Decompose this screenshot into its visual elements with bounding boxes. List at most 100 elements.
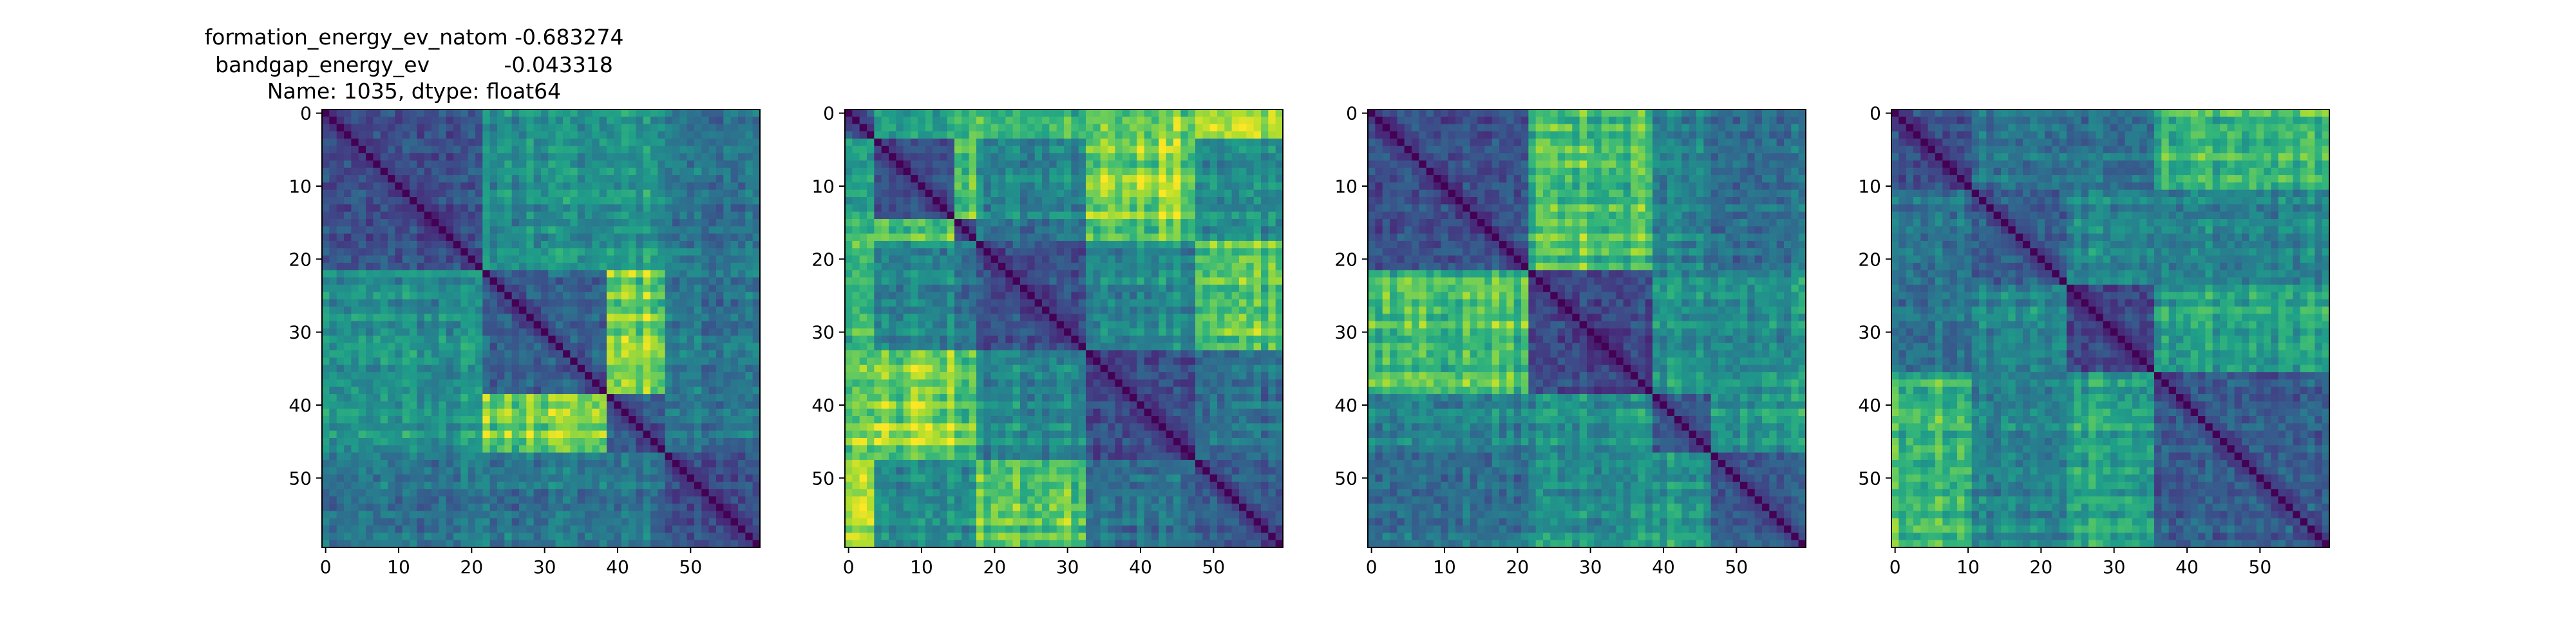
heatmap-cell: [614, 401, 622, 410]
heatmap-cell: [636, 270, 644, 278]
heatmap-cell: [497, 263, 505, 270]
heatmap-cell: [475, 526, 483, 533]
heatmap-cell: [845, 124, 853, 132]
heatmap-cell: [1027, 138, 1036, 147]
heatmap-cell: [607, 277, 614, 285]
heatmap-cell: [1100, 270, 1108, 278]
heatmap-cell: [629, 489, 636, 497]
heatmap-cell: [629, 255, 636, 263]
heatmap-cell: [723, 336, 732, 344]
heatmap-cell: [911, 124, 918, 132]
heatmap-cell: [410, 328, 417, 336]
x-tick-label: 40: [606, 556, 629, 578]
heatmap-cell: [745, 321, 753, 329]
heatmap-cell: [585, 299, 592, 307]
heatmap-cell: [511, 394, 520, 402]
heatmap-cell: [1224, 153, 1233, 161]
heatmap-cell: [555, 270, 564, 278]
heatmap-cell: [940, 226, 948, 234]
heatmap-cell: [730, 416, 739, 424]
heatmap-cell: [585, 372, 592, 380]
heatmap-cell: [431, 401, 439, 410]
heatmap-cell: [665, 540, 673, 548]
heatmap-cell: [629, 197, 636, 205]
heatmap-cell: [852, 175, 860, 183]
heatmap-cell: [679, 160, 688, 169]
heatmap-cell: [665, 328, 673, 336]
heatmap-cell: [424, 496, 432, 504]
heatmap-cell: [896, 131, 904, 139]
heatmap-cell: [563, 197, 571, 205]
heatmap-cell: [1042, 109, 1050, 117]
heatmap-cell: [621, 452, 629, 460]
heatmap-cell: [344, 160, 352, 169]
heatmap-cell: [687, 467, 695, 475]
heatmap-cell: [431, 241, 439, 249]
heatmap-cell: [738, 285, 746, 292]
heatmap-cell: [738, 394, 746, 402]
heatmap-cell: [679, 167, 688, 176]
heatmap-cell: [701, 430, 710, 439]
heatmap-cell: [599, 416, 607, 424]
heatmap-cell: [687, 124, 695, 132]
heatmap-cell: [555, 401, 564, 410]
heatmap-cell: [431, 526, 439, 533]
heatmap-cell: [621, 117, 629, 125]
heatmap-cell: [1086, 160, 1094, 169]
heatmap-cell: [694, 540, 702, 548]
heatmap-cell: [1224, 131, 1233, 139]
heatmap-cell: [351, 357, 359, 366]
heatmap-cell: [373, 504, 381, 511]
heatmap-cell: [358, 248, 366, 256]
heatmap-cell: [629, 328, 636, 336]
heatmap-cell: [563, 423, 571, 431]
heatmap-cell: [621, 504, 629, 511]
heatmap-cell: [701, 438, 710, 446]
heatmap-cell: [679, 365, 688, 373]
heatmap-cell: [489, 292, 498, 300]
heatmap-cell: [1180, 211, 1189, 220]
heatmap-cell: [874, 233, 882, 242]
heatmap-cell: [1166, 211, 1174, 220]
heatmap-cell: [475, 153, 483, 161]
heatmap-cell: [504, 197, 513, 205]
heatmap-cell: [947, 189, 955, 198]
heatmap-cell: [446, 482, 454, 489]
heatmap-cell: [1253, 219, 1262, 227]
heatmap-cell: [388, 511, 395, 519]
heatmap-cell: [570, 226, 578, 234]
heatmap-cell: [983, 167, 992, 176]
heatmap-cell: [859, 270, 867, 278]
heatmap-cell: [1108, 248, 1115, 256]
heatmap-cell: [417, 496, 425, 504]
heatmap-cell: [417, 175, 425, 183]
heatmap-cell: [1275, 226, 1283, 234]
heatmap-cell: [424, 248, 432, 256]
heatmap-cell: [867, 241, 875, 249]
heatmap-cell: [672, 379, 680, 388]
heatmap-cell: [1005, 182, 1014, 191]
heatmap-cell: [665, 357, 673, 366]
heatmap-cell: [482, 138, 491, 147]
heatmap-cell: [607, 357, 614, 366]
heatmap-cell: [555, 204, 564, 213]
heatmap-cell: [388, 321, 395, 329]
heatmap-cell: [708, 285, 717, 292]
heatmap-cell: [614, 518, 622, 526]
heatmap-cell: [424, 460, 432, 468]
heatmap-cell: [373, 372, 381, 380]
heatmap-cell: [468, 321, 476, 329]
heatmap-cell: [1064, 117, 1072, 125]
heatmap-cell: [658, 343, 666, 351]
heatmap-cell: [896, 241, 904, 249]
heatmap-cell: [475, 263, 483, 270]
heatmap-cell: [1180, 233, 1189, 242]
heatmap-cell: [446, 211, 454, 220]
heatmap-cell: [658, 511, 666, 519]
heatmap-cell: [940, 197, 948, 205]
heatmap-cell: [489, 233, 498, 242]
heatmap-cell: [402, 350, 410, 358]
heatmap-cell: [555, 533, 564, 541]
heatmap-cell: [563, 467, 571, 475]
heatmap-cell: [329, 408, 337, 417]
